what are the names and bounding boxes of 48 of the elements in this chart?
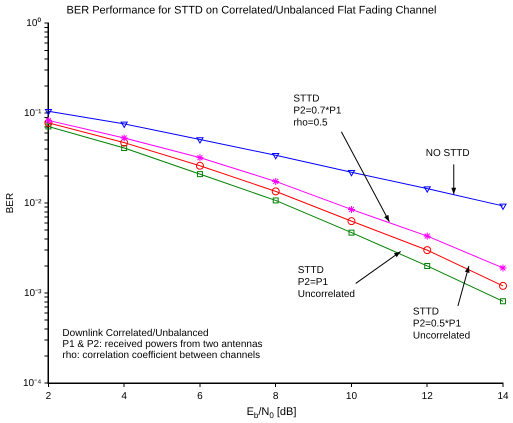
point xyxy=(44,108,52,116)
point xyxy=(500,298,506,304)
point xyxy=(348,230,354,236)
point xyxy=(121,145,128,151)
point xyxy=(272,187,280,196)
point xyxy=(499,264,507,272)
x-tick-label: 4 xyxy=(121,390,128,402)
annotation: STTD P2=P1 Uncorrelated xyxy=(298,265,355,300)
annotation: Downlink Correlated/Unbalanced P1 & P2: received powers from two antennas rho: correlation coefficient between channels xyxy=(62,328,263,361)
annotation: NO STTD xyxy=(426,148,470,160)
point xyxy=(272,177,280,186)
point xyxy=(424,263,430,269)
point xyxy=(272,153,280,160)
point xyxy=(272,197,279,204)
point xyxy=(347,205,356,214)
point xyxy=(44,116,52,124)
point xyxy=(424,186,431,193)
point xyxy=(196,154,204,162)
annotation: STTD P2=0.5*P1 Uncorrelated xyxy=(412,306,470,342)
x-tick-label: 10 xyxy=(346,390,358,402)
point xyxy=(499,282,507,290)
x-tick-label: 2 xyxy=(46,390,52,402)
point xyxy=(196,162,204,170)
point xyxy=(348,170,356,176)
y-tick-label: 10⁰ xyxy=(26,16,42,29)
y-tick-label: 10⁻² xyxy=(24,198,42,209)
y-tick-label: 10⁻¹ xyxy=(24,108,42,119)
point xyxy=(196,171,203,178)
point xyxy=(44,118,52,127)
point xyxy=(120,134,128,142)
chart-title: BER Performance for STTD on Correlated/Unbalanced Flat Fading Channel xyxy=(66,4,436,17)
x-axis-title: E$_{b}$/N$_{0}$ [dB] xyxy=(246,406,298,420)
point xyxy=(120,138,128,147)
annotation: STTD P2=0.7*P1 rho=0.5 xyxy=(293,94,342,129)
y-axis-title: BER xyxy=(4,192,16,214)
point xyxy=(499,204,507,210)
x-tick-label: 14 xyxy=(497,390,509,402)
y-tick-label: 10⁻³ xyxy=(24,288,42,299)
point xyxy=(120,122,128,128)
x-tick-label: 8 xyxy=(272,390,279,402)
x-tick-label: 6 xyxy=(197,390,204,402)
point xyxy=(423,232,432,240)
point xyxy=(196,137,204,144)
point xyxy=(423,246,432,254)
point xyxy=(347,217,356,226)
x-tick-label: 12 xyxy=(422,390,434,402)
point xyxy=(45,124,52,130)
y-tick-label: 10⁻⁴ xyxy=(23,378,42,389)
